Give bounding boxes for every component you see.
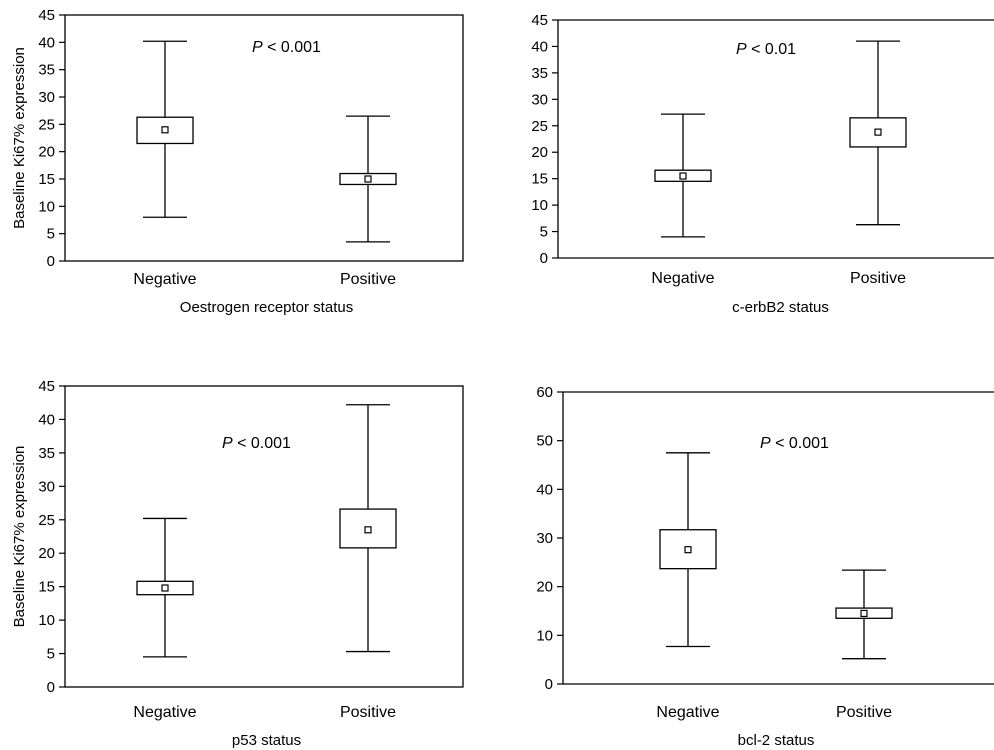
p-value-annotation: P < 0.001 [760,435,829,452]
mean-marker [161,126,169,134]
y-tick-label: 25 [38,512,55,529]
y-tick-label: 60 [536,384,553,401]
y-tick-label: 25 [531,118,548,135]
category-label: Negative [651,270,714,287]
mean-marker [874,128,882,136]
y-tick-label: 0 [47,679,55,696]
y-tick-label: 35 [531,65,548,82]
category-label: Negative [133,271,196,288]
y-tick-label: 20 [38,144,55,161]
mean-marker [364,175,372,183]
y-tick-label: 10 [531,197,548,214]
y-tick-label: 40 [38,34,55,51]
y-tick-label: 30 [38,89,55,106]
y-tick-label: 0 [545,676,553,693]
category-label: Negative [656,704,719,721]
y-axis-label: Baseline Ki67% expression [11,47,28,229]
y-tick-label: 15 [38,171,55,188]
y-tick-label: 20 [38,545,55,562]
y-tick-label: 10 [536,627,553,644]
p-value-annotation: P < 0.001 [252,39,321,56]
mean-marker [860,609,868,618]
y-tick-label: 5 [540,224,548,241]
x-axis-label: Oestrogen receptor status [180,299,353,316]
y-tick-label: 5 [47,226,55,243]
y-tick-label: 0 [540,250,548,267]
box-negative [136,517,194,658]
y-tick-label: 15 [531,171,548,188]
x-axis-label: bcl-2 status [738,732,815,749]
x-axis-label: p53 status [232,732,301,749]
y-tick-label: 50 [536,433,553,450]
category-label: Positive [340,704,396,721]
mean-marker [679,172,687,180]
y-tick-label: 40 [531,38,548,55]
box-positive [339,115,397,243]
mean-marker [364,526,372,534]
y-tick-label: 30 [38,478,55,495]
y-tick-label: 30 [536,530,553,547]
y-tick-label: 20 [531,144,548,161]
p-value-annotation: P < 0.01 [736,41,796,58]
y-tick-label: 25 [38,116,55,133]
panel-1: 0 5 10 15 20 25 30 35 40 45 Negative Positive Oestro… [11,7,464,316]
y-tick-label: 20 [536,579,553,596]
x-axis-label: c-erbB2 status [732,299,829,316]
box-positive [849,40,907,226]
panel-3: 0 5 10 15 20 25 30 35 40 45 Negative Positive p53 st… [11,378,464,749]
y-tick-label: 35 [38,62,55,79]
box-negative [659,452,717,648]
box-negative [654,113,712,238]
y-axis-label: Baseline Ki67% expression [11,446,28,628]
y-tick-label: 40 [38,411,55,428]
y-tick-label: 0 [47,253,55,270]
y-tick-label: 45 [38,378,55,395]
mean-marker [684,546,692,554]
y-tick-label: 40 [536,481,553,498]
y-tick-label: 5 [47,646,55,663]
panel-2: 0 5 10 15 20 25 30 35 40 45 Negative Positive c-erbB… [531,12,994,316]
y-tick-label: 10 [38,198,55,215]
category-label: Positive [340,271,396,288]
category-label: Positive [836,704,892,721]
panel-4: 0 10 20 30 40 50 60 Negative Positive bcl-2 statu… [536,384,994,749]
y-tick-label: 15 [38,579,55,596]
box-negative [136,40,194,218]
category-label: Negative [133,704,196,721]
plot-frame [64,14,464,262]
y-tick-label: 45 [531,12,548,29]
box-positive [339,404,397,653]
y-tick-label: 10 [38,612,55,629]
y-tick-label: 35 [38,445,55,462]
y-tick-label: 30 [531,91,548,108]
y-tick-label: 45 [38,7,55,24]
box-positive [835,569,893,660]
p-value-annotation: P < 0.001 [222,435,291,452]
plot-frame [64,385,464,688]
category-label: Positive [850,270,906,287]
mean-marker [161,584,169,592]
